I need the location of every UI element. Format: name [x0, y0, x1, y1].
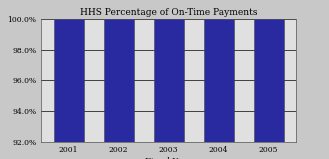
Title: HHS Percentage of On-Time Payments: HHS Percentage of On-Time Payments	[80, 8, 257, 17]
X-axis label: Fiscal Year: Fiscal Year	[145, 157, 192, 159]
Bar	[204, 0, 234, 142]
Bar	[154, 0, 184, 142]
Bar	[254, 0, 284, 142]
Bar	[54, 0, 84, 142]
Bar	[104, 0, 134, 142]
